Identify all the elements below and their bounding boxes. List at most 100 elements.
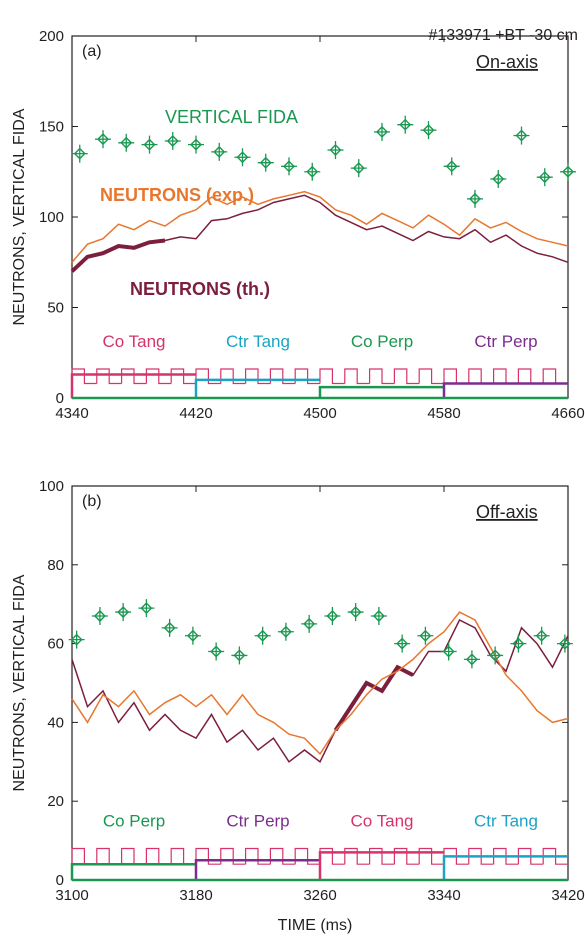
fida-marker <box>306 165 319 178</box>
y-tick-label: 100 <box>39 478 64 495</box>
fida-point <box>440 642 457 661</box>
fida-point <box>556 634 573 653</box>
neutrons-exp-annotation: NEUTRONS (exp.) <box>100 185 254 205</box>
fida-point <box>231 646 248 665</box>
y-tick-label: 0 <box>56 872 64 889</box>
fida-marker <box>73 147 86 160</box>
y-tick-label: 40 <box>47 714 64 731</box>
beam-step <box>194 378 320 398</box>
fida-marker <box>326 610 339 623</box>
beam-label: Ctr Tang <box>226 332 290 351</box>
fida-point <box>95 130 111 149</box>
x-tick-label: 3100 <box>55 887 88 904</box>
beam-step <box>70 862 196 880</box>
neutrons-th-thick <box>70 238 166 273</box>
beam-label: Ctr Tang <box>474 811 538 830</box>
fida-point <box>211 142 228 161</box>
fida-point <box>467 189 483 208</box>
y-tick-label: 100 <box>39 209 64 226</box>
beam-modulation <box>71 368 196 385</box>
fida-marker <box>419 629 432 642</box>
beam-label: Ctr Perp <box>474 332 537 351</box>
fida-point <box>560 162 576 181</box>
x-tick-label: 4580 <box>427 405 460 422</box>
location-label: Off-axis <box>476 502 538 522</box>
fida-point <box>304 162 321 181</box>
fida-point <box>234 148 251 167</box>
fida-point <box>490 169 507 188</box>
fida-point <box>347 603 364 622</box>
fida-marker <box>399 118 412 131</box>
fida-point <box>254 626 271 645</box>
y-tick-label: 200 <box>39 28 64 45</box>
neutrons-th-line <box>71 194 569 272</box>
y-tick-label: 0 <box>56 390 64 407</box>
fida-marker <box>465 653 478 666</box>
panel-a: 4340 4420 4500 4580 4660 0 50 100 150 200 NEUTRONS… <box>11 28 585 422</box>
fida-marker <box>256 629 269 642</box>
fida-marker <box>372 610 385 623</box>
fida-marker <box>213 145 226 158</box>
beam-label: Co Perp <box>351 332 413 351</box>
x-tick-label: 4420 <box>179 405 212 422</box>
beam-modulation <box>443 847 568 865</box>
fida-marker <box>166 134 179 147</box>
y-tick-label: 60 <box>47 636 64 653</box>
beam-label: Co Tang <box>350 811 413 830</box>
fida-point <box>257 153 274 172</box>
beam-step <box>442 855 568 880</box>
x-tick-label: 4500 <box>303 405 336 422</box>
fida-point <box>350 159 367 178</box>
fida-marker <box>186 629 199 642</box>
fida-point <box>394 634 411 653</box>
fida-point <box>118 133 135 152</box>
fida-marker <box>117 606 130 619</box>
x-tick-label: 3340 <box>427 887 460 904</box>
fida-marker <box>143 138 156 151</box>
fida-marker <box>279 625 292 638</box>
beam-step <box>318 385 444 398</box>
x-tick-label: 3420 <box>551 887 584 904</box>
beam-label: Ctr Perp <box>226 811 289 830</box>
fida-point <box>301 614 318 633</box>
fida-marker <box>190 138 202 151</box>
fida-point <box>184 626 201 645</box>
fida-marker <box>562 165 574 178</box>
beam-step <box>194 859 320 880</box>
fida-point <box>370 607 387 626</box>
fida-marker <box>535 629 548 642</box>
neutrons-exp-line <box>71 611 569 756</box>
fida-marker <box>376 125 388 138</box>
fida-marker <box>233 649 246 662</box>
fida-point <box>536 168 553 187</box>
y-tick-label: 50 <box>47 300 64 317</box>
neutrons-th-thick <box>333 664 414 732</box>
x-tick-label: 3180 <box>179 887 212 904</box>
fida-marker <box>489 649 502 662</box>
fida-marker <box>538 171 551 184</box>
neutrons-th-annotation: NEUTRONS (th.) <box>130 279 270 299</box>
fida-marker <box>352 162 365 175</box>
location-label: On-axis <box>476 52 538 72</box>
fida-marker <box>140 602 153 615</box>
beam-label: Co Perp <box>103 811 165 830</box>
x-axis-title: TIME (ms) <box>278 917 353 934</box>
beam-label: Co Tang <box>102 332 165 351</box>
x-tick-label: 4340 <box>55 405 88 422</box>
neutrons-th-line <box>71 618 569 763</box>
beam-modulation <box>319 847 444 865</box>
fida-marker <box>93 610 106 623</box>
fida-annotation: VERTICAL FIDA <box>165 107 298 127</box>
fida-point <box>417 626 434 645</box>
fida-marker <box>70 633 83 646</box>
y-tick-label: 20 <box>47 793 64 810</box>
fida-point <box>161 618 178 637</box>
fida-point <box>327 141 344 160</box>
fida-marker <box>349 606 362 619</box>
fida-point <box>164 131 181 150</box>
fida-point <box>324 607 341 626</box>
panel-label: (a) <box>82 43 102 60</box>
beam-modulation <box>71 847 196 865</box>
x-tick-label: 3260 <box>303 887 336 904</box>
neutrons-exp-line <box>71 190 569 263</box>
